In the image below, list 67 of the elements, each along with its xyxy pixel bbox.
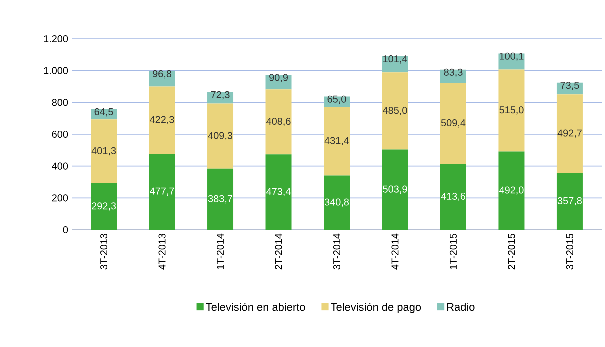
data-label: 492,7 [558, 130, 582, 138]
bar [91, 120, 118, 184]
bar [208, 92, 234, 104]
y-tick-label: 600 [52, 130, 68, 138]
y-tick-label: 400 [52, 162, 68, 170]
x-tick-label: 4T-2014 [392, 234, 399, 270]
bar [91, 183, 118, 230]
bar [266, 154, 292, 230]
x-tick-label: 4T-2013 [158, 234, 166, 270]
bar [324, 176, 350, 230]
data-label: 64,5 [94, 108, 114, 117]
x-tick-label: 1T-2015 [450, 234, 458, 270]
data-label: 83,3 [444, 68, 463, 78]
data-label: 503,9 [383, 186, 408, 194]
bar [382, 72, 408, 150]
y-tick-label: 1.200 [44, 35, 68, 43]
data-label: 73,5 [560, 82, 580, 90]
bar [266, 75, 292, 90]
data-label: 477,7 [150, 188, 174, 196]
x-tick-label: 2T-2015 [508, 234, 516, 270]
data-label: 509,4 [441, 120, 466, 128]
bar [556, 173, 583, 230]
data-label: 72,3 [211, 91, 230, 100]
data-label: 492,0 [499, 186, 524, 195]
bar [149, 154, 176, 230]
y-tick-label: 200 [52, 194, 68, 202]
y-tick-label: 0 [63, 226, 68, 234]
y-tick-label: 800 [52, 99, 68, 106]
data-label: 90,9 [270, 74, 288, 82]
bar [440, 164, 466, 230]
bar [208, 104, 234, 169]
data-label: 101,4 [384, 56, 408, 64]
y-tick-label: 1.000 [44, 67, 68, 74]
data-label: 357,8 [558, 197, 582, 206]
bar [498, 70, 525, 152]
data-label: 383,7 [208, 195, 232, 204]
bar [208, 168, 234, 230]
x-tick-label: 3T-2014 [333, 234, 341, 270]
bar [556, 82, 583, 95]
bar [324, 107, 350, 176]
x-tick-label: 3T-2015 [566, 234, 574, 270]
data-label: 473,4 [266, 188, 291, 196]
data-label: 422,3 [150, 116, 174, 124]
legend-label: Televisión de pago [331, 302, 422, 314]
bar [556, 94, 583, 174]
data-label: 340,8 [324, 198, 350, 207]
bar [266, 90, 292, 155]
x-tick-label: 2T-2014 [275, 234, 282, 270]
bar [440, 83, 466, 164]
x-tick-label: 3T-2013 [100, 234, 108, 270]
data-label: 515,0 [500, 106, 524, 115]
data-label: 401,3 [92, 147, 116, 156]
bar [498, 152, 525, 230]
bar [382, 150, 408, 230]
data-label: 413,6 [441, 192, 466, 202]
data-label: 431,4 [324, 137, 350, 146]
legend-label: Radio [447, 303, 475, 312]
data-label: 292,3 [92, 202, 116, 211]
data-label: 96,8 [153, 70, 172, 79]
data-label: 409,3 [208, 132, 233, 140]
bar [149, 86, 176, 154]
x-tick-label: 1T-2014 [216, 234, 224, 270]
data-label: 408,6 [266, 118, 291, 126]
data-label: 65,0 [328, 96, 346, 104]
data-label: 100,1 [500, 52, 524, 62]
legend-label: Televisión en abierto [206, 302, 306, 312]
data-label: 485,0 [383, 107, 408, 116]
